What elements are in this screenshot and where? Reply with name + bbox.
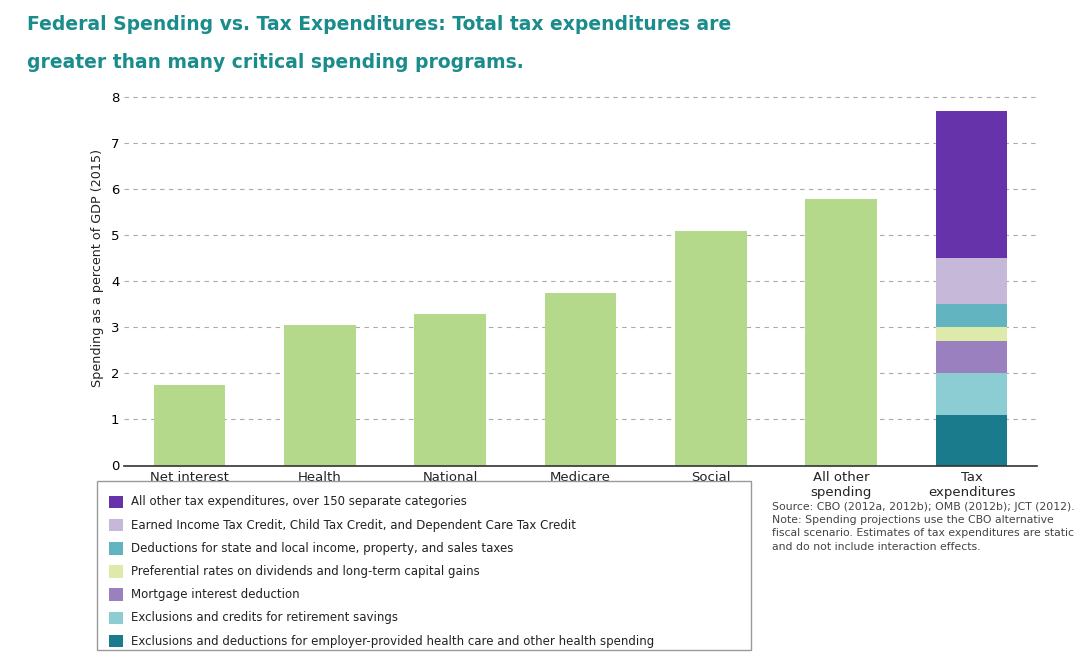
X-axis label: Spending category: Spending category	[500, 507, 661, 523]
Bar	[935, 259, 1008, 305]
Bar	[935, 327, 1008, 341]
Bar	[935, 305, 1008, 327]
Text: greater than many critical spending programs.: greater than many critical spending prog…	[27, 53, 524, 72]
Bar	[109, 542, 123, 555]
Bar	[109, 496, 123, 508]
Text: All other tax expenditures, over 150 separate categories: All other tax expenditures, over 150 sep…	[131, 495, 467, 509]
Bar	[935, 111, 1008, 259]
Text: Deductions for state and local income, property, and sales taxes: Deductions for state and local income, p…	[131, 542, 514, 555]
Text: Earned Income Tax Credit, Child Tax Credit, and Dependent Care Tax Credit: Earned Income Tax Credit, Child Tax Cred…	[131, 519, 576, 531]
Text: Exclusions and deductions for employer-provided health care and other health spe: Exclusions and deductions for employer-p…	[131, 634, 654, 648]
Bar	[284, 325, 355, 466]
Bar	[675, 231, 746, 466]
Bar	[153, 385, 226, 466]
Bar	[109, 565, 123, 578]
FancyBboxPatch shape	[97, 481, 751, 650]
Text: Exclusions and credits for retirement savings: Exclusions and credits for retirement sa…	[131, 611, 399, 624]
Bar	[109, 635, 123, 647]
Bar	[806, 199, 877, 465]
Y-axis label: Spending as a percent of GDP (2015): Spending as a percent of GDP (2015)	[91, 149, 104, 386]
Bar	[935, 374, 1008, 415]
Bar	[109, 519, 123, 531]
Bar	[544, 293, 617, 465]
Bar	[415, 314, 486, 466]
Text: Source: CBO (2012a, 2012b); OMB (2012b); JCT (2012).
Note: Spending projections : Source: CBO (2012a, 2012b); OMB (2012b);…	[772, 502, 1075, 552]
Bar	[109, 589, 123, 601]
Text: Preferential rates on dividends and long-term capital gains: Preferential rates on dividends and long…	[131, 565, 480, 578]
Text: Federal Spending vs. Tax Expenditures: Total tax expenditures are: Federal Spending vs. Tax Expenditures: T…	[27, 15, 731, 34]
Bar	[935, 341, 1008, 374]
Bar	[109, 612, 123, 624]
Text: Mortgage interest deduction: Mortgage interest deduction	[131, 589, 300, 601]
Bar	[935, 415, 1008, 465]
